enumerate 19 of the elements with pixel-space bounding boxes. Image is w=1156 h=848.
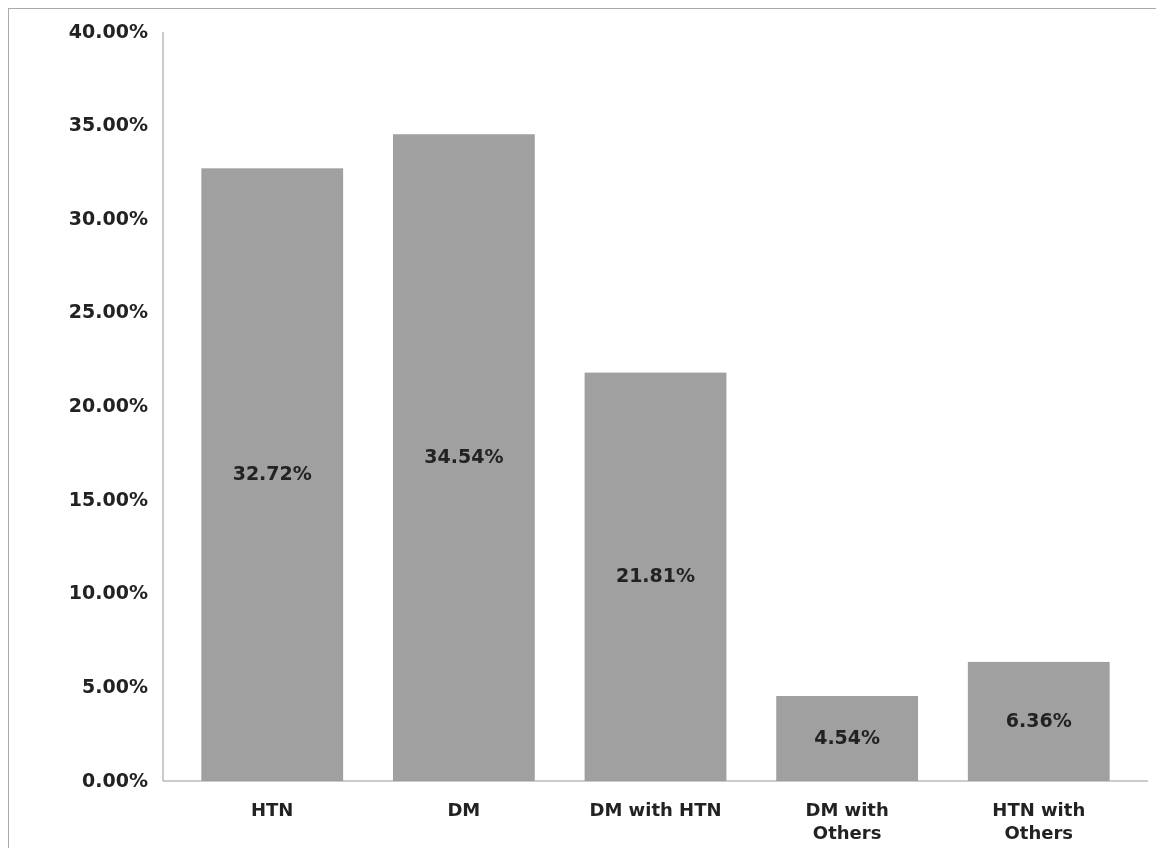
y-tick-label: 20.00% bbox=[68, 394, 148, 416]
y-tick-label: 40.00% bbox=[68, 19, 148, 42]
data-label: 21.81% bbox=[615, 564, 696, 587]
data-label: 6.36% bbox=[1005, 708, 1072, 731]
y-tick-label: 25.00% bbox=[68, 300, 148, 323]
y-tick-label: 0.00% bbox=[82, 768, 148, 791]
x-tick-label: HTN with Others bbox=[992, 799, 1086, 843]
data-label: 4.54% bbox=[814, 725, 881, 748]
x-tick-label: DM with HTN bbox=[589, 799, 722, 820]
y-tick-label: 5.00% bbox=[82, 674, 148, 697]
y-tick-label: 10.00% bbox=[68, 581, 148, 604]
data-label: 34.54% bbox=[424, 445, 504, 468]
x-tick-label: DM with Others bbox=[805, 799, 889, 843]
x-tick-label: DM bbox=[447, 799, 481, 820]
data-label: 32.72% bbox=[232, 462, 312, 485]
x-tick-label: HTN bbox=[251, 799, 294, 820]
y-tick-label: 35.00% bbox=[68, 113, 148, 136]
y-tick-label: 30.00% bbox=[68, 206, 148, 229]
y-tick-label: 15.00% bbox=[68, 487, 148, 510]
